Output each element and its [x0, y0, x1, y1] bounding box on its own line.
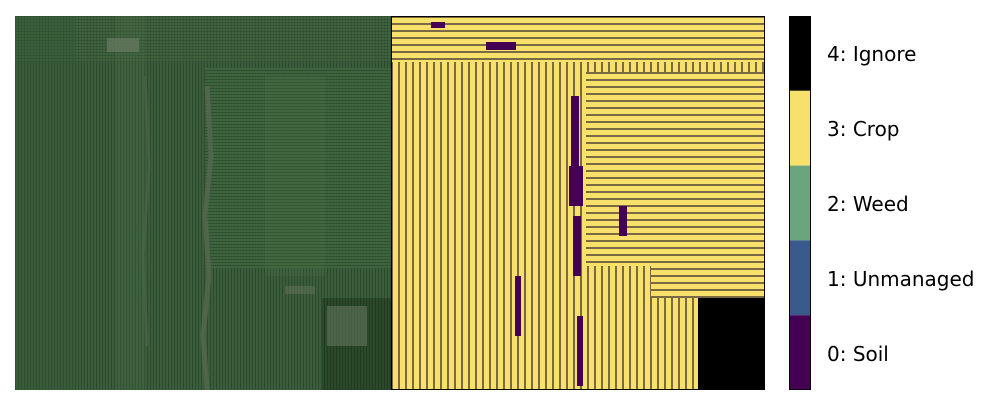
segmentation-mask	[391, 16, 765, 390]
colorbar-label-soil: 0: Soil	[827, 342, 889, 366]
colorbar-segment-weed	[789, 165, 811, 241]
colorbar	[789, 16, 811, 390]
colorbar-label-ignore: 4: Ignore	[827, 42, 917, 66]
colorbar-label-weed: 2: Weed	[827, 192, 909, 216]
colorbar-label-crop: 3: Crop	[827, 117, 900, 141]
colorbar-segment-crop	[789, 90, 811, 166]
colorbar-segment-unmanaged	[789, 240, 811, 316]
aerial-rgb-image	[15, 16, 391, 390]
colorbar-label-unmanaged: 1: Unmanaged	[827, 267, 975, 291]
colorbar-segment-soil	[789, 315, 811, 390]
colorbar-segment-ignore	[789, 16, 811, 91]
